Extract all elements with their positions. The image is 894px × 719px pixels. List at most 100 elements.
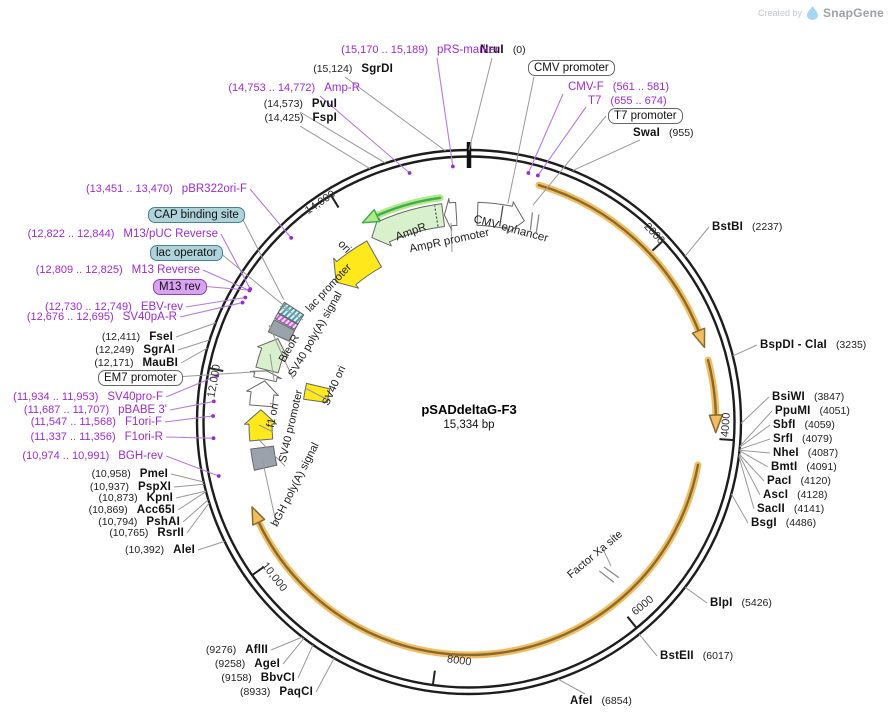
enzyme-label-srfi[interactable]: SrfI (4079) xyxy=(773,433,832,446)
enzyme-position: (8933) xyxy=(240,686,271,698)
leader-line xyxy=(532,115,607,206)
feature-label-sv40_prom_label[interactable]: SV40 promoter xyxy=(277,389,305,464)
enzyme-label-nhei[interactable]: NheI (4087) xyxy=(773,447,838,460)
enzyme-label-nrui[interactable]: NruI (0) xyxy=(480,44,526,57)
feature-label-factor_xa_label[interactable]: Factor Xa site xyxy=(565,528,625,581)
primer-label-m13_reverse[interactable]: (12,809 .. 12,825) M13 Reverse xyxy=(36,264,200,277)
primer-label-m13_puc_rev[interactable]: (12,822 .. 12,844) M13/pUC Reverse xyxy=(28,228,218,241)
feature-bgh_polya_box[interactable] xyxy=(250,445,278,471)
feature-bleor_arrow[interactable] xyxy=(255,338,289,374)
enzyme-name: FspI xyxy=(312,112,337,124)
primer-range: (13,451 .. 13,470) xyxy=(85,183,173,195)
enzyme-label-sgrai[interactable]: (12,249) SgrAI xyxy=(95,344,175,357)
feature-label-sv40_ori_label[interactable]: SV40 ori xyxy=(320,364,348,407)
primer-label-sv40pa_r[interactable]: (12,676 .. 12,695) SV40pA-R xyxy=(27,311,177,324)
credit-brand: SnapGene xyxy=(823,6,884,20)
primer-label-f1ori_r[interactable]: (11,337 .. 11,356) F1ori-R xyxy=(30,431,163,444)
leader-line xyxy=(730,493,749,524)
enzyme-name: KpnI xyxy=(146,492,173,504)
feature-box-label-em7_box[interactable]: EM7 promoter xyxy=(98,370,183,386)
enzyme-label-asci[interactable]: AscI (4128) xyxy=(763,489,827,502)
primer-label-pbabe3[interactable]: (11,687 .. 11,707) pBABE 3' xyxy=(24,404,167,417)
enzyme-label-fsei[interactable]: (12,411) FseI xyxy=(102,331,173,344)
enzyme-label-swai[interactable]: SwaI (955) xyxy=(633,127,694,140)
enzyme-label-sbfi[interactable]: SbfI (4059) xyxy=(773,419,835,432)
primer-label-sv40pro_f[interactable]: (11,934 .. 11,953) SV40pro-F xyxy=(13,391,163,404)
feature-ori_arrow[interactable] xyxy=(333,240,382,289)
enzyme-name: PspXI xyxy=(138,481,171,493)
leader-line xyxy=(218,251,290,311)
primer-label-prs_marker[interactable]: (15,170 .. 15,189) pRS-marker xyxy=(341,44,499,57)
enzyme-label-pmei[interactable]: (10,958) PmeI xyxy=(92,468,168,481)
enzyme-position: (12,249) xyxy=(95,344,135,356)
enzyme-position: (0) xyxy=(512,44,526,56)
feature-primer_region_hatch[interactable] xyxy=(274,312,299,331)
enzyme-label-bstbi[interactable]: BstBI (2237) xyxy=(712,221,782,234)
feature-box-text: M13 rev xyxy=(159,281,201,293)
enzyme-label-acc65i[interactable]: (10,869) Acc65I xyxy=(89,504,175,517)
enzyme-name: BbvCI xyxy=(260,672,295,684)
primer-range: (12,676 .. 12,695) xyxy=(26,311,114,323)
enzyme-name: BstEII xyxy=(660,650,694,662)
primer-label-cmv_f[interactable]: CMV-F (561 .. 581) xyxy=(568,81,669,94)
enzyme-label-ppumi[interactable]: PpuMI (4051) xyxy=(775,405,850,418)
enzyme-label-bmti[interactable]: BmtI (4091) xyxy=(771,461,837,474)
primer-label-t7[interactable]: T7 (655 .. 674) xyxy=(588,95,667,108)
feature-viral_orf_3[interactable] xyxy=(255,461,702,659)
feature-ampr_promoter_arrow[interactable] xyxy=(443,197,458,231)
feature-ampr_arrow[interactable] xyxy=(371,203,445,247)
primer-range: (12,730 .. 12,749) xyxy=(44,301,132,313)
leader-line xyxy=(330,194,340,209)
enzyme-label-alei[interactable]: (10,392) AleI xyxy=(125,544,195,557)
enzyme-name: AfeI xyxy=(570,695,593,707)
enzyme-label-pspxi[interactable]: (10,937) PspXI xyxy=(90,481,171,494)
primer-label-bgh_rev[interactable]: (10,974 .. 10,991) BGH-rev xyxy=(22,450,163,463)
primer-name: EBV-rev xyxy=(140,301,183,313)
enzyme-label-paci[interactable]: PacI (4120) xyxy=(767,475,831,488)
primer-name: T7 xyxy=(588,95,602,107)
feature-box-label-m13_rev_box[interactable]: M13 rev xyxy=(153,279,207,295)
enzyme-label-sacii[interactable]: SacII (4141) xyxy=(757,503,824,516)
enzyme-label-bbvci[interactable]: (9158) BbvCI xyxy=(221,672,295,685)
enzyme-name: NheI xyxy=(773,447,799,459)
enzyme-label-bspdi[interactable]: BspDI - ClaI (3235) xyxy=(760,339,866,352)
feature-box-label-t7_promoter_box[interactable]: T7 promoter xyxy=(608,108,683,124)
enzyme-label-bsiwi[interactable]: BsiWI (3847) xyxy=(772,391,844,404)
enzyme-label-pvui[interactable]: (14,573) PvuI xyxy=(264,98,337,111)
primer-label-ebv_rev[interactable]: (12,730 .. 12,749) EBV-rev xyxy=(45,301,183,314)
feature-box-label-lac_operator_box[interactable]: lac operator xyxy=(150,245,223,261)
enzyme-label-pshai[interactable]: (10,794) PshAI xyxy=(98,516,180,529)
enzyme-label-aflii[interactable]: (9276) AflII xyxy=(206,644,268,657)
enzyme-label-maubi[interactable]: (12,171) MauBI xyxy=(94,357,178,370)
leader-line xyxy=(738,454,761,496)
enzyme-label-paqci[interactable]: (8933) PaqCI xyxy=(240,686,313,699)
feature-label-bgh_label[interactable]: bGH poly(A) signal xyxy=(269,441,322,529)
feature-viral_orf_3-arrowhead xyxy=(251,506,266,526)
enzyme-label-kpni[interactable]: (10,873) KpnI xyxy=(99,492,173,505)
leader-line xyxy=(299,125,371,170)
enzyme-name: NruI xyxy=(480,44,504,56)
feature-box-label-cap_box[interactable]: CAP binding site xyxy=(148,207,245,223)
primer-label-f1ori_f[interactable]: (11,547 .. 11,568) F1ori-F xyxy=(31,416,162,429)
feature-box-label-cmv_promoter_box[interactable]: CMV promoter xyxy=(528,60,615,76)
enzyme-label-bsteii[interactable]: BstEII (6017) xyxy=(660,650,733,663)
enzyme-label-rsrii[interactable]: (10,765) RsrII xyxy=(109,527,184,540)
feature-viral_orf_3-core xyxy=(257,463,700,657)
enzyme-label-afei[interactable]: AfeI (6854) xyxy=(570,695,632,708)
enzyme-label-fspi[interactable]: (14,425) FspI xyxy=(264,112,337,125)
enzyme-label-agei[interactable]: (9258) AgeI xyxy=(215,658,280,671)
leader-line xyxy=(177,491,207,511)
enzyme-position: (4059) xyxy=(804,419,835,431)
primer-label-amp_r[interactable]: (14,753 .. 14,772) Amp-R xyxy=(228,82,360,95)
enzyme-label-blpi[interactable]: BlpI (5426) xyxy=(710,597,772,610)
enzyme-position: (6854) xyxy=(601,695,632,707)
primer-site-dot xyxy=(247,288,252,293)
primer-label-pbr322ori_f[interactable]: (13,451 .. 13,470) pBR322ori-F xyxy=(86,183,247,196)
enzyme-label-sgrdi[interactable]: (15,124) SgrDI xyxy=(313,63,393,76)
feature-viral_orf_1[interactable] xyxy=(535,181,702,335)
feature-label-f1_ori_label[interactable]: f1 ori xyxy=(265,402,282,428)
enzyme-position: (3235) xyxy=(835,339,867,351)
enzyme-label-bsgi[interactable]: BsgI (4486) xyxy=(751,517,816,530)
enzyme-name: BlpI xyxy=(710,597,733,609)
feature-sv40_promoter_arrow[interactable] xyxy=(246,380,279,408)
